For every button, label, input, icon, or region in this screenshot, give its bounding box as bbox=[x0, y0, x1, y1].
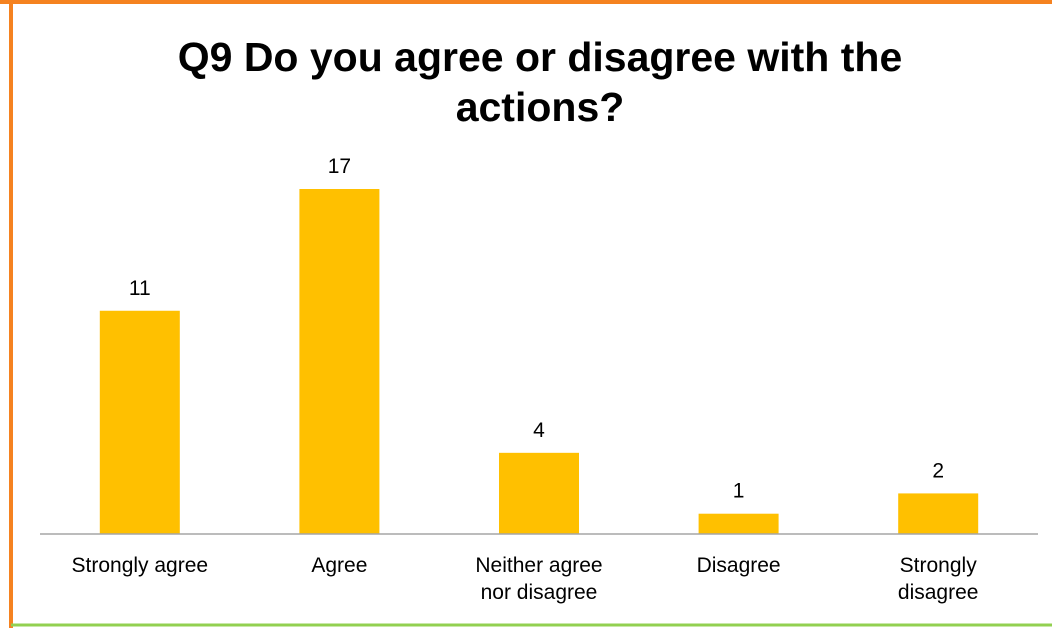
bar-neither-agree-nor-disagree bbox=[499, 452, 579, 534]
category-label: Neither agree nor disagree bbox=[475, 554, 603, 604]
category-label: Strongly agree bbox=[71, 554, 209, 577]
category-label: Disagree bbox=[696, 554, 781, 577]
bar-strongly-disagree bbox=[898, 493, 979, 534]
bar-agree bbox=[299, 189, 380, 534]
data-label: 17 bbox=[328, 155, 351, 178]
data-label: 11 bbox=[129, 277, 151, 300]
bar-strongly-agree bbox=[99, 310, 180, 534]
data-label: 1 bbox=[733, 480, 745, 503]
chart-title: Q9 Do you agree or disagree with the act… bbox=[177, 34, 903, 130]
bar-disagree bbox=[698, 513, 779, 534]
data-label: 2 bbox=[932, 459, 944, 482]
category-label: Strongly disagree bbox=[897, 554, 979, 604]
bars-layer: 11 17 4 1 2 bbox=[99, 155, 979, 534]
category-label: Agree bbox=[311, 554, 368, 577]
data-label: 4 bbox=[533, 419, 545, 442]
